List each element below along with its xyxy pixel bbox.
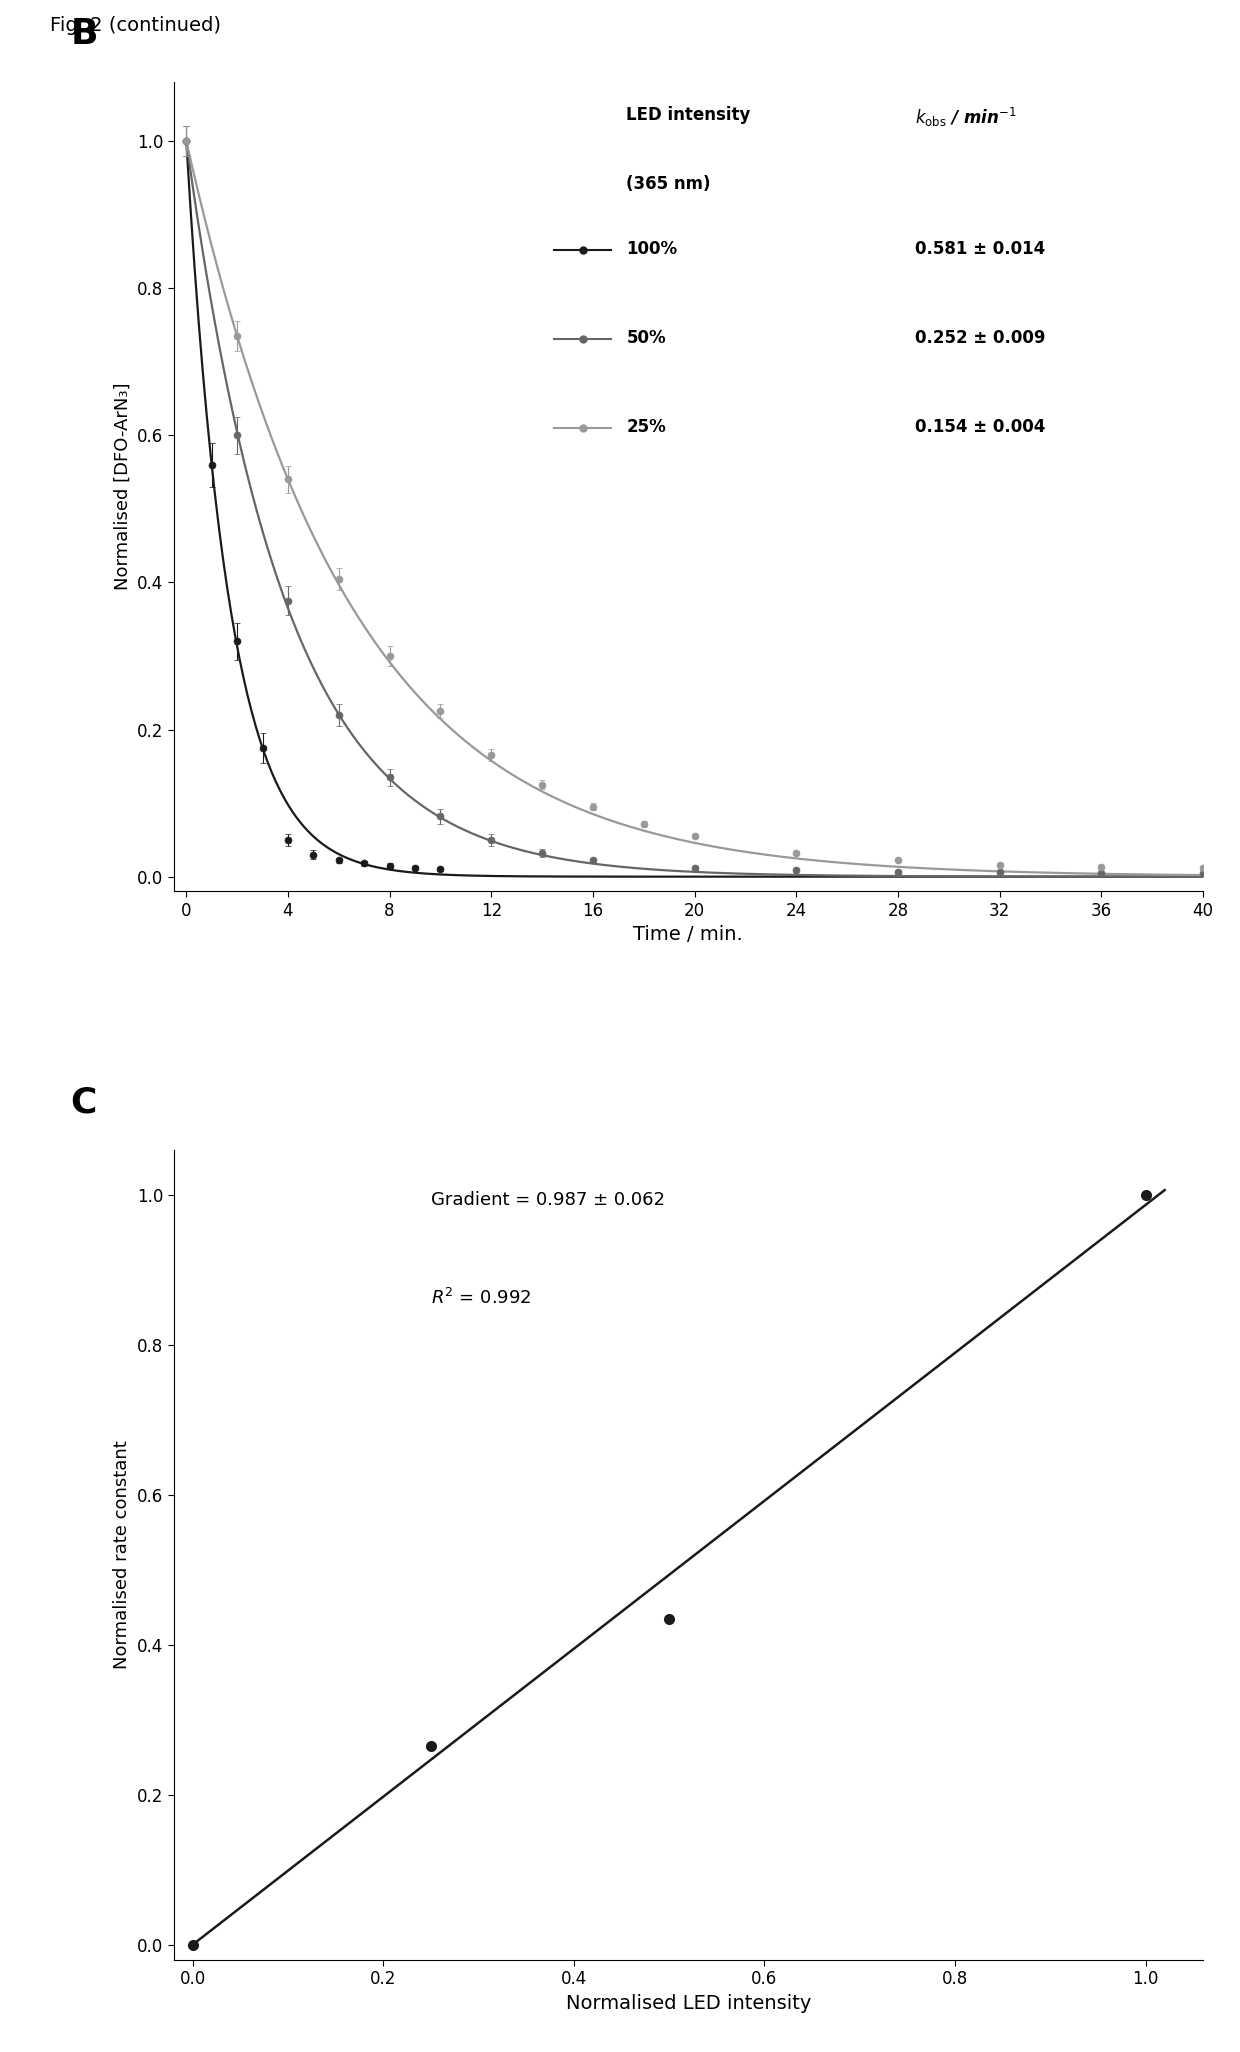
Text: B: B <box>71 16 98 51</box>
X-axis label: Time / min.: Time / min. <box>634 925 743 944</box>
Y-axis label: Normalised rate constant: Normalised rate constant <box>113 1441 131 1670</box>
Text: 25%: 25% <box>626 419 666 435</box>
X-axis label: Normalised LED intensity: Normalised LED intensity <box>565 1995 811 2013</box>
Text: (365 nm): (365 nm) <box>626 174 711 193</box>
Text: 50%: 50% <box>626 328 666 347</box>
Text: $k_\mathrm{obs}$ / min$^{-1}$: $k_\mathrm{obs}$ / min$^{-1}$ <box>915 107 1016 129</box>
Text: 0.252 ± 0.009: 0.252 ± 0.009 <box>915 328 1045 347</box>
Text: 0.154 ± 0.004: 0.154 ± 0.004 <box>915 419 1045 435</box>
Text: Gradient = 0.987 ± 0.062: Gradient = 0.987 ± 0.062 <box>432 1190 665 1209</box>
Text: 0.581 ± 0.014: 0.581 ± 0.014 <box>915 240 1045 259</box>
Y-axis label: Normalised [DFO-ArN₃]: Normalised [DFO-ArN₃] <box>113 384 131 591</box>
Text: 100%: 100% <box>626 240 677 259</box>
Text: Fig. 2 (continued): Fig. 2 (continued) <box>50 16 221 35</box>
Text: LED intensity: LED intensity <box>626 107 751 125</box>
Text: C: C <box>71 1086 97 1120</box>
Text: $R^2$ = 0.992: $R^2$ = 0.992 <box>432 1289 531 1307</box>
